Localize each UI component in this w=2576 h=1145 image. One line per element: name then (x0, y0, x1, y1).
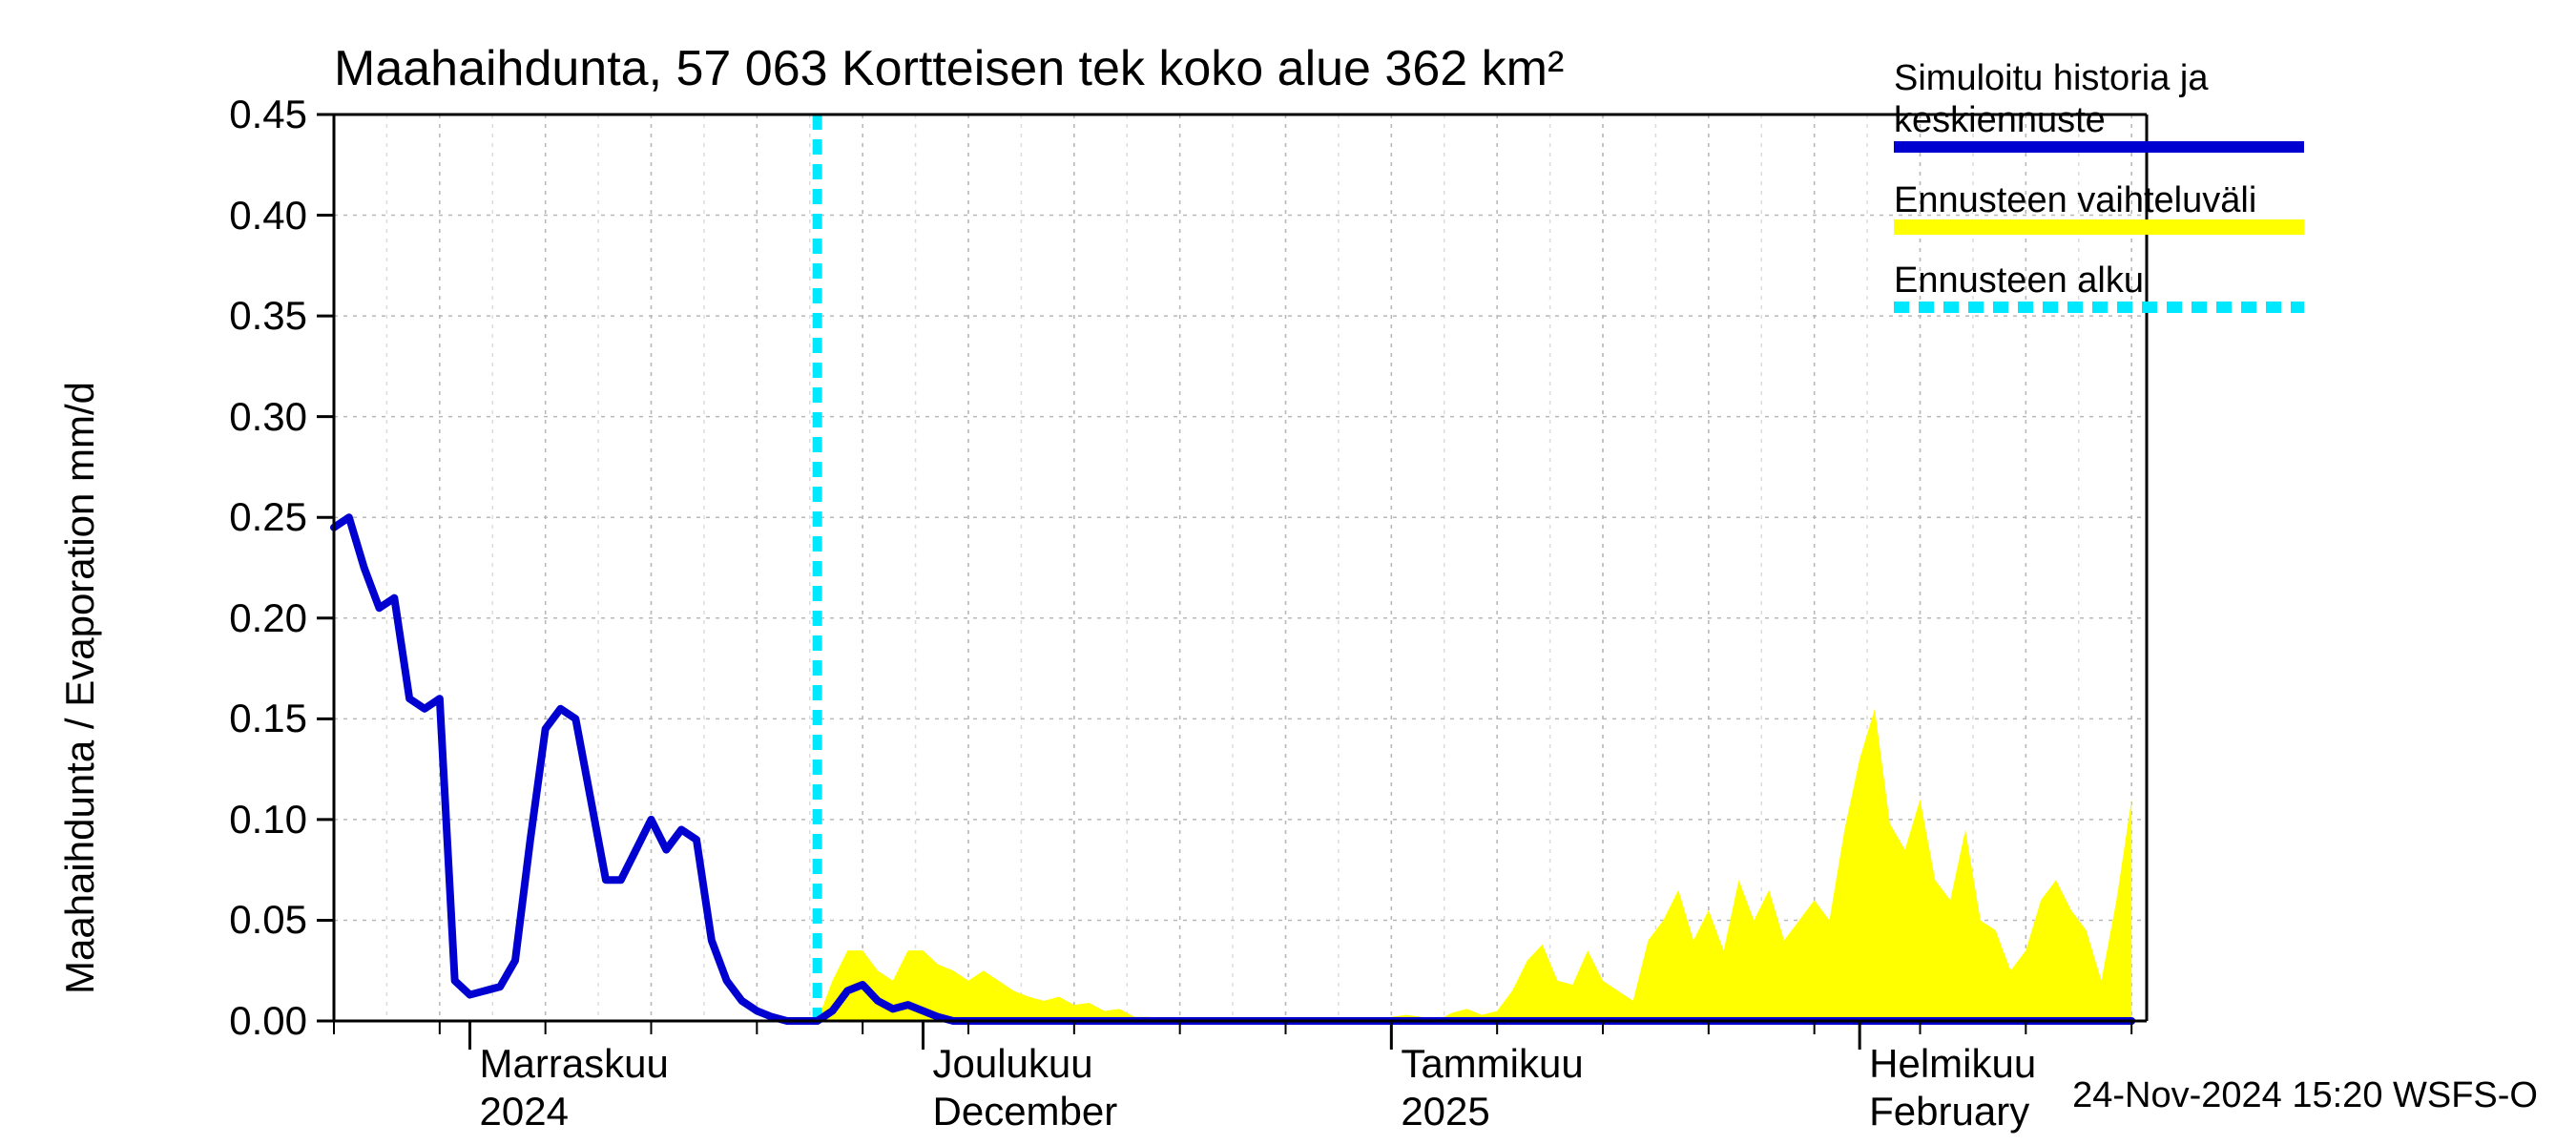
x-month-top: Helmikuu (1869, 1040, 2036, 1088)
x-month-bottom: December (933, 1088, 1118, 1135)
legend-label: keskiennuste (1894, 99, 2106, 143)
x-month-bottom: February (1869, 1088, 2029, 1135)
x-month-bottom: 2024 (480, 1088, 569, 1135)
y-tick-label: 0.00 (229, 998, 307, 1044)
y-tick-label: 0.45 (229, 92, 307, 137)
legend-label: Simuloitu historia ja (1894, 57, 2208, 101)
y-tick-label: 0.20 (229, 595, 307, 641)
forecast-band (818, 709, 2132, 1021)
y-tick-label: 0.30 (229, 394, 307, 440)
chart-title: Maahaihdunta, 57 063 Kortteisen tek koko… (334, 40, 1564, 97)
legend-label: Ennusteen vaihteluväli (1894, 179, 2256, 223)
y-tick-label: 0.25 (229, 494, 307, 540)
y-tick-label: 0.05 (229, 897, 307, 943)
y-tick-label: 0.35 (229, 293, 307, 339)
y-tick-label: 0.40 (229, 193, 307, 239)
x-month-top: Marraskuu (480, 1040, 669, 1088)
y-tick-label: 0.15 (229, 696, 307, 741)
legend-label: Ennusteen alku (1894, 260, 2144, 303)
y-axis-label: Maahaihdunta / Evaporation mm/d (57, 381, 103, 993)
timestamp: 24-Nov-2024 15:20 WSFS-O (2072, 1075, 2538, 1116)
x-month-top: Tammikuu (1401, 1040, 1583, 1088)
x-month-top: Joulukuu (933, 1040, 1093, 1088)
x-month-bottom: 2025 (1401, 1088, 1489, 1135)
y-tick-label: 0.10 (229, 797, 307, 843)
